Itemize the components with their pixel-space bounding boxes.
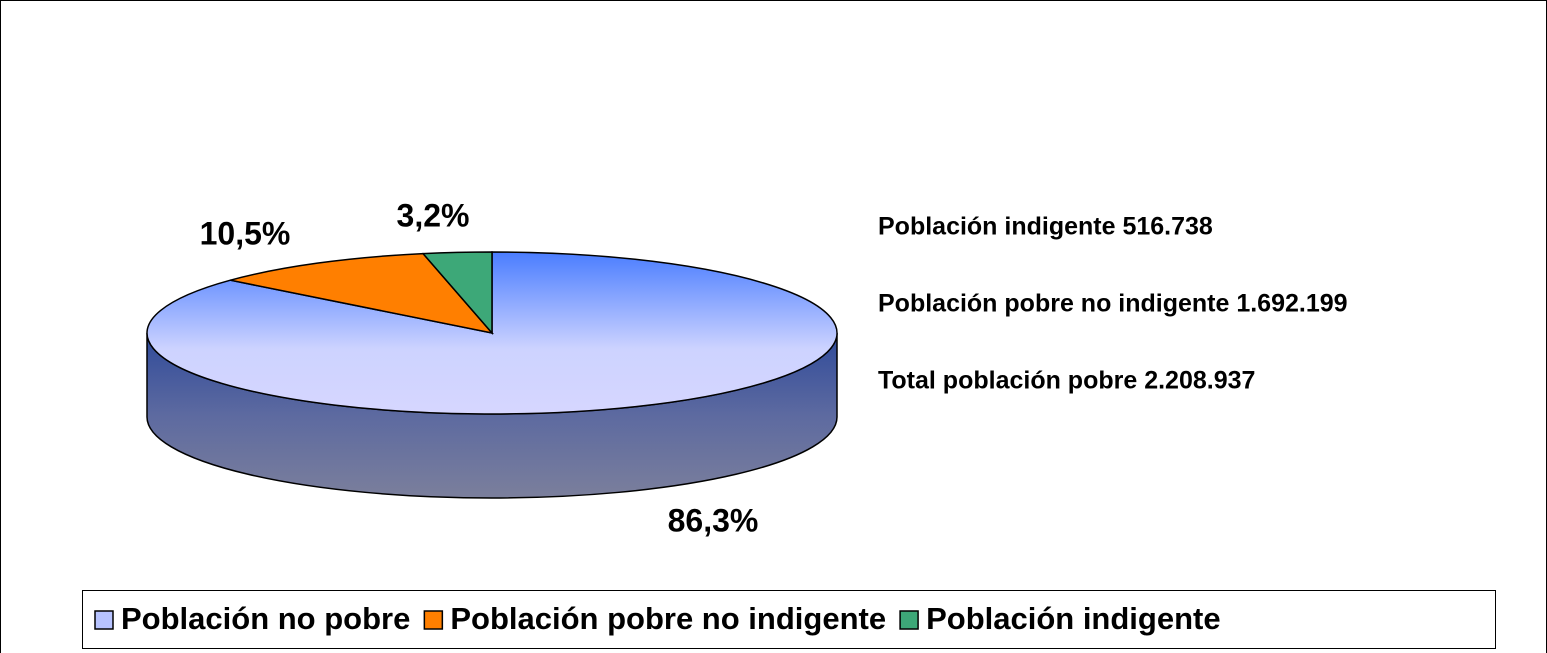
data-label: 86,3%	[668, 502, 759, 538]
annotation: Población indigente 516.738	[878, 213, 1213, 241]
annotation: Total población pobre 2.208.937	[878, 367, 1255, 395]
legend-label: Población indigente	[926, 601, 1221, 636]
legend-label: Población pobre no indigente	[450, 601, 886, 636]
legend-swatch	[423, 610, 444, 630]
pie-slice	[230, 252, 495, 335]
annotation: Población pobre no indigente 1.692.199	[878, 290, 1348, 318]
data-label: 3,2%	[397, 197, 470, 233]
legend-label: Población no pobre	[121, 601, 410, 636]
legend-swatch	[899, 610, 919, 630]
pie-slice	[421, 251, 493, 336]
data-label: 10,5%	[200, 215, 291, 251]
legend-swatch	[94, 610, 114, 630]
legend-box	[82, 590, 1496, 649]
